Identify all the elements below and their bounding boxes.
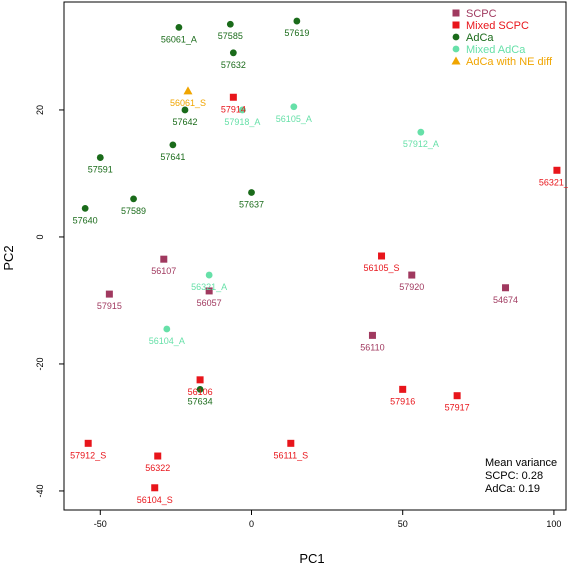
data-point xyxy=(293,17,301,25)
legend-label: Mixed SCPC xyxy=(466,20,529,32)
point-label: 57589 xyxy=(121,206,146,216)
legend-label: Mixed AdCa xyxy=(466,44,526,56)
data-point xyxy=(151,484,159,492)
point-label: 57920 xyxy=(399,282,424,292)
x-tick-label: 50 xyxy=(398,519,408,529)
point-label: 57591 xyxy=(88,165,113,175)
point-label: 56321_A xyxy=(191,282,227,292)
point-label: 57619 xyxy=(284,28,309,38)
point-label: 56322 xyxy=(145,463,170,473)
legend-swatch xyxy=(452,45,460,53)
data-point xyxy=(287,439,295,447)
legend-swatch xyxy=(452,21,460,29)
point-label: 56107 xyxy=(151,266,176,276)
legend-swatch xyxy=(452,9,460,17)
data-point xyxy=(378,252,386,260)
data-point xyxy=(84,439,92,447)
data-point xyxy=(399,385,407,393)
point-label: 57918_A xyxy=(224,117,260,127)
point-label: 57641 xyxy=(160,152,185,162)
point-label: 57917 xyxy=(445,403,470,413)
variance-note-line: AdCa: 0.19 xyxy=(485,483,540,495)
data-point xyxy=(183,86,193,95)
variance-note-line: Mean variance xyxy=(485,457,557,469)
data-point xyxy=(290,103,298,111)
data-point xyxy=(169,141,177,149)
data-point xyxy=(226,20,234,28)
point-label: 54674 xyxy=(493,295,518,305)
point-label: 57642 xyxy=(172,117,197,127)
x-axis-title: PC1 xyxy=(299,551,324,566)
point-label: 57637 xyxy=(239,200,264,210)
point-label: 56061_S xyxy=(170,98,206,108)
data-point xyxy=(248,189,255,196)
x-tick-label: 100 xyxy=(546,519,561,529)
data-point xyxy=(453,392,461,400)
data-point xyxy=(163,325,171,333)
data-point xyxy=(205,287,213,295)
point-label: 57634 xyxy=(188,396,213,406)
point-label: 56321_S xyxy=(539,177,568,187)
point-label: 56057 xyxy=(197,298,222,308)
x-tick-label: -50 xyxy=(94,519,107,529)
data-point xyxy=(96,154,104,161)
data-point xyxy=(239,106,246,114)
legend-label: AdCa xyxy=(466,32,494,44)
point-label: 57916 xyxy=(390,396,415,406)
data-point xyxy=(502,284,510,292)
data-point xyxy=(417,128,425,136)
point-label: 56105_S xyxy=(364,263,400,273)
data-point xyxy=(229,93,237,101)
plot-frame xyxy=(63,1,567,511)
point-label: 57912_S xyxy=(70,450,106,460)
data-point xyxy=(205,271,213,279)
data-point xyxy=(160,255,168,263)
data-point xyxy=(553,166,561,174)
point-label: 56104_S xyxy=(137,495,173,505)
axes: -50 0 50 100 -40 -20 0 20 xyxy=(35,105,561,529)
point-label: 57640 xyxy=(73,215,98,225)
data-point xyxy=(105,290,113,298)
point-label: 56110 xyxy=(360,342,384,352)
point-label: 56106 xyxy=(188,387,213,397)
y-tick-label: 0 xyxy=(35,234,45,239)
point-label: 56105_A xyxy=(276,114,312,124)
data-point xyxy=(181,106,189,114)
variance-note-line: SCPC: 0.28 xyxy=(485,470,543,482)
data-point xyxy=(130,195,137,203)
data-point xyxy=(229,49,237,57)
legend-label: SCPC xyxy=(466,8,497,20)
y-tick-label: -20 xyxy=(35,357,45,370)
data-point xyxy=(196,376,204,384)
point-label: 57912_A xyxy=(403,139,439,149)
data-point xyxy=(154,452,162,460)
point-label: 57585 xyxy=(218,31,243,41)
data-point xyxy=(175,24,183,31)
data-point xyxy=(81,204,89,212)
legend-swatch xyxy=(452,33,460,41)
point-label: 57914 xyxy=(221,104,246,114)
y-tick-label: 20 xyxy=(35,105,45,115)
y-tick-label: -40 xyxy=(35,484,45,497)
point-label: 56111_S xyxy=(273,450,308,460)
point-labels: 56107 57915 56057 57920 54674 56110 57914 56321… xyxy=(70,28,568,505)
x-tick-label: 0 xyxy=(249,519,254,529)
data-point xyxy=(408,271,416,279)
data-point xyxy=(196,385,204,393)
point-label: 56104_A xyxy=(149,336,185,346)
data-point xyxy=(368,331,376,339)
point-label: 57915 xyxy=(97,301,122,311)
legend-swatch xyxy=(451,56,461,65)
y-axis-title: PC2 xyxy=(1,245,16,270)
point-label: 56061_A xyxy=(161,34,197,44)
data-points xyxy=(81,17,561,492)
point-label: 57632 xyxy=(221,60,246,70)
legend-label: AdCa with NE diff xyxy=(466,56,553,68)
